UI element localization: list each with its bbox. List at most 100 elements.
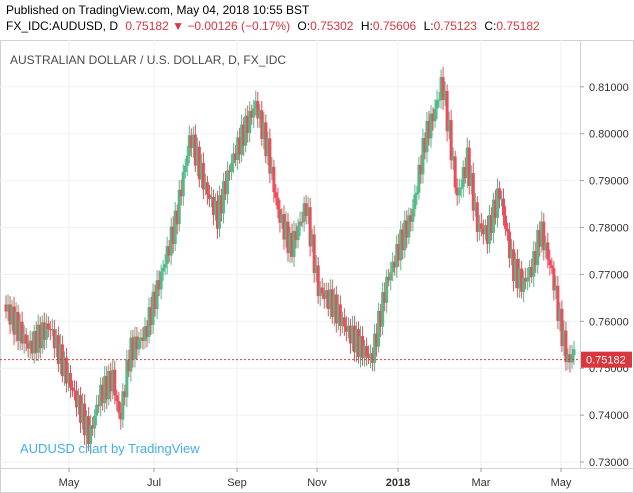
- candle-body: [304, 203, 308, 216]
- candle-body: [371, 353, 375, 363]
- candle-body: [113, 369, 117, 396]
- candle-body: [16, 312, 20, 341]
- candle-body: [435, 99, 439, 109]
- candle-body: [510, 249, 514, 259]
- candle-body: [199, 162, 203, 180]
- price-tick-label: 0.79000: [589, 176, 629, 188]
- open-label: O:: [297, 19, 311, 33]
- candle-body: [292, 230, 296, 257]
- candle-body: [103, 375, 107, 404]
- price-tick-label: 0.74000: [589, 410, 629, 422]
- low-value: 0.75123: [433, 19, 477, 33]
- candle-body: [137, 338, 141, 350]
- candle-body: [316, 265, 320, 296]
- candle-body: [294, 230, 298, 241]
- candle-body: [508, 231, 512, 259]
- candle-body: [52, 329, 56, 349]
- candle-body: [264, 122, 268, 157]
- candle-body: [514, 258, 518, 282]
- candle-body: [89, 425, 93, 445]
- candle-body: [512, 249, 516, 282]
- candle-body: [449, 120, 453, 161]
- candle-body: [483, 225, 487, 235]
- candle-body: [383, 292, 387, 303]
- candle-body: [262, 122, 266, 140]
- candle-body: [105, 375, 109, 400]
- candle-body: [6, 304, 10, 312]
- candle-body: [431, 113, 435, 122]
- candle-body: [218, 195, 222, 229]
- candle-body: [28, 340, 32, 349]
- candle-body: [284, 221, 288, 240]
- candle-body: [228, 170, 232, 173]
- time-tick-label: Sep: [227, 477, 247, 489]
- candle-body: [26, 343, 30, 349]
- candle-body: [288, 232, 292, 254]
- candle-body: [244, 115, 248, 146]
- change-value: −0.00126 (−0.17%): [187, 19, 291, 33]
- candle-body: [18, 321, 22, 341]
- candle-body: [407, 215, 411, 238]
- candle-body: [117, 400, 121, 413]
- candle-body: [518, 268, 522, 289]
- candle-body: [266, 138, 270, 157]
- candle-body: [34, 330, 38, 353]
- grid: [0, 40, 580, 468]
- candle-body: [415, 192, 419, 195]
- candle-body: [346, 325, 350, 332]
- candle-body: [385, 276, 389, 303]
- candle-body: [81, 403, 85, 423]
- candle-body: [369, 353, 373, 358]
- candle-body: [524, 277, 528, 282]
- candle-body: [526, 277, 530, 282]
- candle-body: [79, 395, 83, 423]
- candle-body: [481, 228, 485, 235]
- candle-body: [401, 229, 405, 251]
- candle-body: [568, 354, 572, 363]
- candle-body: [197, 146, 201, 180]
- candle-body: [91, 425, 95, 429]
- candle-body: [399, 229, 403, 261]
- candle-body: [44, 323, 48, 340]
- candle-body: [286, 221, 290, 254]
- candle-body: [389, 272, 393, 281]
- candle-body: [352, 325, 356, 353]
- candle-body: [256, 100, 260, 119]
- candle-body: [97, 404, 101, 407]
- candle-body: [131, 337, 135, 360]
- candle-body: [107, 371, 111, 400]
- candle-body: [330, 289, 334, 317]
- candle-body: [433, 108, 437, 122]
- candle-body: [538, 230, 542, 247]
- candle-body: [85, 416, 89, 436]
- candle-body: [419, 164, 423, 175]
- candle-body: [207, 194, 211, 199]
- candle-body: [318, 287, 322, 296]
- price-tick-label: 0.77000: [589, 269, 629, 281]
- candle-body: [58, 344, 62, 365]
- candle-body: [147, 307, 151, 338]
- candle-body: [548, 259, 552, 266]
- candle-body: [280, 214, 284, 223]
- watermark-text: AUDUSD chart by TradingView: [20, 441, 200, 456]
- candle-body: [14, 312, 18, 335]
- candle-body: [70, 387, 74, 391]
- candle-body: [338, 304, 342, 327]
- candle-body: [354, 329, 358, 353]
- candle-body: [30, 340, 34, 354]
- candle-body: [157, 280, 161, 290]
- candle-body: [163, 264, 167, 268]
- candle-body: [278, 209, 282, 223]
- candle-body: [151, 291, 155, 326]
- candle-body: [536, 230, 540, 265]
- candle-body: [258, 110, 262, 119]
- candle-body: [62, 357, 66, 377]
- candle-body: [129, 337, 133, 372]
- candle-body: [205, 182, 209, 195]
- candle-body: [395, 244, 399, 268]
- candle-body: [334, 294, 338, 324]
- chart-title: AUSTRALIAN DOLLAR / U.S. DOLLAR, D, FX_I…: [10, 53, 286, 67]
- candle-body: [226, 170, 230, 195]
- published-text: Published on TradingView.com, May 04, 20…: [6, 3, 310, 17]
